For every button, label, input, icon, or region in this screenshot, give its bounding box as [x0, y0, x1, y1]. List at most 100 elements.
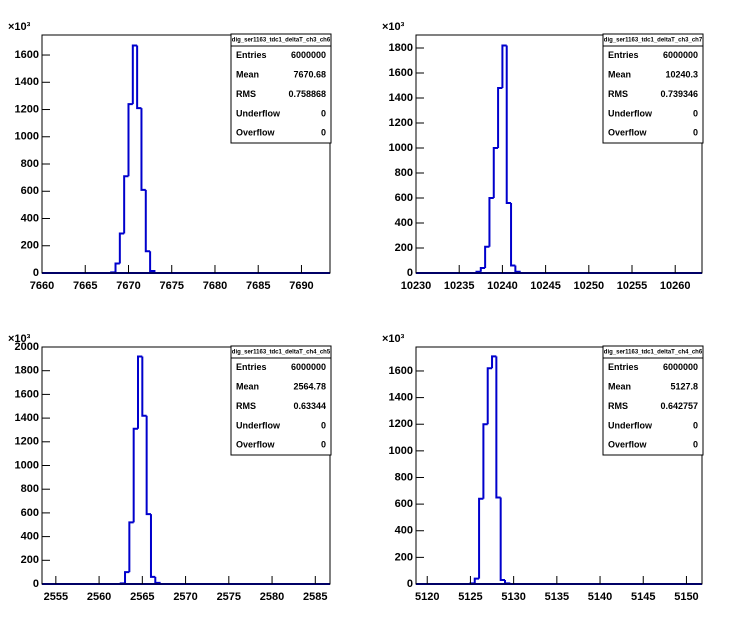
- y-multiplier: ×10³: [382, 21, 405, 33]
- y-tick-label: 400: [395, 525, 413, 537]
- y-tick-label: 600: [21, 507, 39, 519]
- stats-label: Underflow: [608, 420, 653, 430]
- x-tick-label: 10230: [401, 280, 432, 292]
- x-tick-label: 7675: [159, 280, 183, 292]
- histogram-bin: [145, 415, 151, 516]
- y-tick-label: 400: [395, 217, 413, 229]
- y-tick-label: 600: [395, 498, 413, 510]
- histogram-bin: [140, 108, 146, 191]
- histogram-panel: 0 200 400 600 800 1000 1200 1400 1600 1800 10230 10…: [382, 21, 704, 292]
- y-tick-label: 1400: [15, 412, 39, 424]
- histogram-bin: [136, 45, 142, 110]
- stats-value: 0: [693, 128, 698, 138]
- histogram-bin: [514, 265, 521, 273]
- stats-value: 2564.78: [293, 381, 326, 391]
- stats-title: dig_ser1163_tdc1_deltaT_ch3_ch7: [604, 38, 703, 44]
- histogram-bin: [127, 103, 133, 177]
- y-tick-label: 600: [21, 185, 39, 197]
- stats-label: Overflow: [236, 440, 276, 450]
- stats-value: 0.739346: [660, 89, 698, 99]
- y-tick-label: 1000: [15, 459, 39, 471]
- stats-value: 7670.68: [293, 69, 326, 79]
- x-tick-label: 7680: [203, 280, 227, 292]
- x-tick-label: 5150: [674, 591, 698, 603]
- stats-label: RMS: [236, 89, 256, 99]
- stats-label: Mean: [236, 69, 259, 79]
- y-tick-label: 1600: [15, 49, 39, 61]
- y-tick-label: 1400: [389, 92, 413, 104]
- stats-value: 0: [321, 440, 326, 450]
- y-multiplier: ×10³: [8, 21, 31, 33]
- stats-label: Underflow: [236, 108, 281, 118]
- histogram-panel: 0 200 400 600 800 1000 1200 1400 1600 7660 7665 767…: [8, 21, 332, 292]
- histogram-bin: [501, 44, 507, 88]
- stats-label: Entries: [236, 362, 267, 372]
- stats-value: 0: [321, 420, 326, 430]
- stats-box: [602, 33, 704, 144]
- y-tick-label: 2000: [15, 341, 39, 353]
- x-tick-label: 2575: [217, 591, 241, 603]
- stats-title: dig_ser1163_tdc1_deltaT_ch4_ch6: [604, 350, 703, 356]
- y-tick-label: 1600: [15, 388, 39, 400]
- y-tick-label: 1400: [389, 392, 413, 404]
- histogram-bin: [499, 497, 505, 582]
- stats-label: Entries: [608, 50, 639, 60]
- stats-value: 0: [693, 420, 698, 430]
- histogram-bin: [473, 577, 480, 584]
- y-tick-label: 1200: [389, 117, 413, 129]
- x-tick-label: 2570: [173, 591, 197, 603]
- stats-value: 5127.8: [670, 381, 698, 391]
- x-tick-label: 10245: [530, 280, 561, 292]
- x-tick-label: 5145: [631, 591, 655, 603]
- x-tick-label: 7665: [73, 280, 97, 292]
- histogram-bin: [123, 175, 129, 234]
- x-tick-label: 10250: [574, 280, 605, 292]
- x-tick-label: 7690: [289, 280, 313, 292]
- y-tick-label: 1200: [15, 436, 39, 448]
- y-tick-label: 400: [21, 212, 39, 224]
- x-tick-label: 7670: [116, 280, 140, 292]
- y-tick-label: 1600: [389, 365, 413, 377]
- stats-label: Mean: [608, 381, 631, 391]
- histogram-bin: [128, 521, 134, 573]
- histogram-bin: [503, 580, 511, 585]
- stats-box: [602, 345, 704, 456]
- histogram-bin: [137, 355, 143, 429]
- stats-value: 10240.3: [665, 69, 698, 79]
- histogram-bin: [495, 356, 501, 499]
- stats-value: 6000000: [291, 362, 326, 372]
- stats-value: 0.642757: [660, 401, 698, 411]
- y-tick-label: 800: [395, 471, 413, 483]
- stats-value: 0: [321, 128, 326, 138]
- histogram-bin: [505, 45, 512, 204]
- histogram-bin: [482, 423, 488, 499]
- stats-label: Entries: [608, 362, 639, 372]
- y-multiplier: ×10³: [8, 333, 31, 345]
- y-tick-label: 1800: [15, 365, 39, 377]
- stats-label: Overflow: [608, 440, 648, 450]
- y-tick-label: 0: [33, 578, 39, 590]
- stats-title: dig_ser1163_tdc1_deltaT_ch3_ch6: [232, 38, 331, 44]
- histogram-bin: [154, 576, 161, 584]
- y-tick-label: 800: [21, 158, 39, 170]
- stats-label: Underflow: [236, 420, 281, 430]
- histogram-bin: [492, 147, 499, 198]
- y-tick-label: 200: [21, 554, 39, 566]
- histogram-bin: [491, 355, 497, 369]
- y-tick-label: 200: [21, 240, 39, 252]
- x-tick-label: 2580: [260, 591, 284, 603]
- x-tick-label: 5130: [501, 591, 525, 603]
- y-tick-label: 800: [395, 167, 413, 179]
- stats-label: Entries: [236, 50, 267, 60]
- stats-label: RMS: [236, 401, 256, 411]
- y-tick-label: 1000: [389, 142, 413, 154]
- stats-value: 0: [693, 108, 698, 118]
- stats-value: 6000000: [663, 362, 698, 372]
- x-tick-label: 7685: [246, 280, 270, 292]
- histogram-bin: [484, 245, 490, 268]
- stats-value: 6000000: [291, 50, 326, 60]
- y-tick-label: 400: [21, 531, 39, 543]
- stats-label: Overflow: [608, 128, 648, 138]
- stats-value: 0.63344: [293, 401, 326, 411]
- x-tick-label: 5140: [588, 591, 612, 603]
